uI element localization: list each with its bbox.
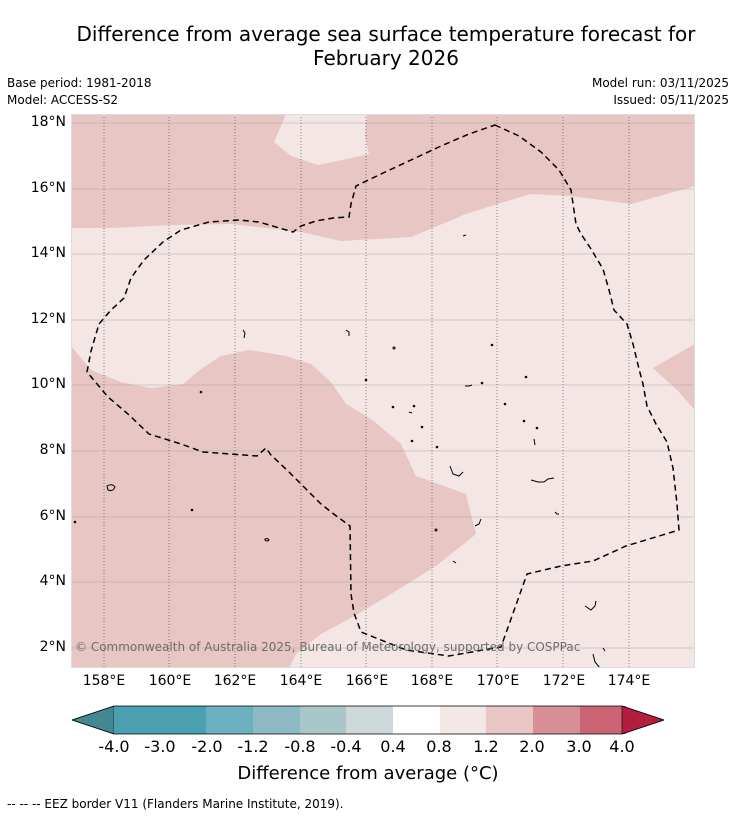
- island-dot: [392, 346, 396, 350]
- island-dot: [524, 375, 528, 379]
- colorbar-cell-1: [114, 706, 206, 734]
- atoll: [345, 329, 350, 336]
- colorbar-cell-3: [253, 706, 300, 734]
- colorbar-tick: 0.4: [380, 737, 406, 756]
- island-dot: [480, 381, 484, 385]
- island-dot: [364, 378, 368, 382]
- lat-label-10n: 10°N: [30, 376, 66, 392]
- colorbar-tick: 3.0: [566, 737, 592, 756]
- base-period: Base period: 1981-2018: [7, 76, 152, 90]
- issued-date: Issued: 05/11/2025: [613, 93, 729, 107]
- colorbar-tick: 2.0: [519, 737, 545, 756]
- colorbar-cell-8: [486, 706, 533, 734]
- island-dot: [522, 419, 526, 423]
- colorbar-tick: -2.0: [191, 737, 223, 756]
- colorbar-tick: -4.0: [98, 737, 130, 756]
- colorbar-tick: -0.8: [284, 737, 316, 756]
- atoll: [452, 560, 457, 564]
- islands: [73, 234, 606, 668]
- colorbar-tick: -3.0: [144, 737, 176, 756]
- atoll: [462, 234, 467, 237]
- model-run: Model run: 03/11/2025: [591, 76, 729, 90]
- atoll: [408, 411, 413, 414]
- atoll: [533, 438, 536, 446]
- colorbar-cell-4: [300, 706, 346, 734]
- meta-right: Model run: 03/11/2025 Issued: 05/11/2025: [592, 75, 729, 109]
- atoll: [474, 518, 482, 527]
- atoll: [584, 600, 597, 611]
- eez-border: [86, 124, 680, 657]
- island-dot: [434, 528, 438, 532]
- colorbar-title: Difference from average (°C): [237, 763, 499, 784]
- colorbar-cell-10: [580, 706, 626, 734]
- anomaly-zone-southwest: [71, 346, 476, 668]
- colorbar-cell-6: [393, 706, 440, 734]
- model-name: Model: ACCESS-S2: [7, 93, 119, 107]
- lon-label-158e: 158°E: [82, 673, 126, 689]
- atoll: [602, 647, 606, 652]
- atoll: [592, 653, 601, 668]
- colorbar-tick: 4.0: [609, 737, 635, 756]
- atoll: [465, 384, 473, 387]
- lon-label-172e: 172°E: [542, 673, 586, 689]
- colorbar-tick: -0.4: [330, 737, 362, 756]
- atoll: [554, 511, 559, 515]
- colorbar: [72, 705, 664, 735]
- island-dot: [391, 405, 395, 409]
- colorbar-tick: 0.8: [426, 737, 452, 756]
- colorbar-cell-7: [440, 706, 486, 734]
- lat-label-12n: 12°N: [30, 311, 66, 327]
- lon-label-174e: 174°E: [607, 673, 651, 689]
- island-dot: [199, 390, 203, 394]
- island-pohnpei: [106, 484, 116, 492]
- lon-label-170e: 170°E: [476, 673, 520, 689]
- map-svg: [71, 114, 695, 668]
- lat-gridlines: [71, 122, 695, 649]
- eez-legend-note: -- -- -- EEZ border V11 (Flanders Marine…: [7, 797, 344, 811]
- sst-anomaly-map: [71, 114, 695, 668]
- colorbar-cell-9: [533, 706, 580, 734]
- colorbar-under-arrow: [72, 705, 115, 735]
- island-dot: [412, 404, 416, 408]
- island-dot: [503, 402, 507, 406]
- colorbar-tick: -1.2: [237, 737, 269, 756]
- island-kosrae: [264, 538, 270, 542]
- lat-label-4n: 4°N: [39, 573, 66, 589]
- lon-label-160e: 160°E: [148, 673, 192, 689]
- island-dot: [410, 439, 414, 443]
- island-dot: [535, 426, 539, 430]
- atoll: [242, 329, 246, 339]
- lat-label-14n: 14°N: [30, 245, 66, 261]
- colorbar-cell-2: [206, 706, 253, 734]
- copyright-notice: © Commonwealth of Australia 2025, Bureau…: [75, 640, 581, 654]
- lon-label-168e: 168°E: [410, 673, 454, 689]
- anomaly-zone-north-patch: [274, 114, 369, 165]
- colorbar-over-arrow: [621, 705, 664, 735]
- lat-label-6n: 6°N: [39, 508, 66, 524]
- lat-label-2n: 2°N: [39, 639, 66, 655]
- colorbar-outline: [72, 705, 664, 735]
- lat-label-8n: 8°N: [39, 442, 66, 458]
- atoll: [530, 477, 555, 483]
- lat-label-16n: 16°N: [30, 180, 66, 196]
- island-dot: [435, 445, 439, 449]
- meta-left: Base period: 1981-2018 Model: ACCESS-S2: [7, 75, 152, 109]
- lon-gridlines: [103, 114, 630, 668]
- lon-label-164e: 164°E: [279, 673, 323, 689]
- island-dot: [420, 425, 424, 429]
- atoll: [449, 465, 464, 477]
- chart-title: Difference from average sea surface temp…: [76, 22, 696, 70]
- island-dot: [73, 520, 77, 524]
- map-frame: [71, 114, 695, 668]
- lon-label-166e: 166°E: [345, 673, 389, 689]
- island-dot: [490, 343, 494, 347]
- anomaly-zone-north: [71, 114, 695, 241]
- lat-label-18n: 18°N: [30, 114, 66, 130]
- island-dot: [190, 508, 194, 512]
- anomaly-zone-east: [653, 344, 695, 410]
- colorbar-tick: 1.2: [473, 737, 499, 756]
- lon-label-162e: 162°E: [213, 673, 257, 689]
- colorbar-cell-5: [346, 706, 393, 734]
